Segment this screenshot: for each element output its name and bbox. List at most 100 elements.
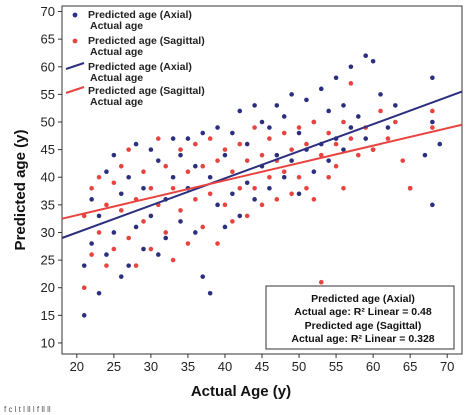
sagittal-data-point <box>111 180 117 186</box>
sagittal-data-point <box>96 174 102 180</box>
sagittal-data-point <box>163 163 169 169</box>
sagittal-data-point <box>348 136 354 141</box>
axial-data-point <box>430 119 435 125</box>
sagittal-data-point <box>318 152 324 158</box>
axial-data-point <box>185 136 191 141</box>
sagittal-data-point <box>311 197 317 202</box>
axial-data-point <box>111 152 117 158</box>
axial-data-point <box>230 130 235 136</box>
axial-data-point <box>178 152 183 158</box>
sagittal-data-point <box>244 158 250 163</box>
legend-marker-dot <box>72 38 78 44</box>
axial-data-point <box>326 158 331 163</box>
sagittal-data-point <box>200 163 206 169</box>
axial-data-point <box>237 108 243 114</box>
axial-data-point <box>81 263 87 268</box>
sagittal-data-point <box>296 125 302 130</box>
sagittal-data-point <box>193 141 198 147</box>
sagittal-data-point <box>274 197 280 202</box>
legend-label-line2: Actual age <box>90 20 143 32</box>
sagittal-data-point <box>104 202 109 208</box>
r2-stats-frame <box>265 285 455 350</box>
figure-caption: f c l t l ll l f ll ll <box>4 405 51 414</box>
axial-data-point <box>126 174 131 180</box>
axial-data-point <box>155 252 161 257</box>
axial-data-point <box>178 219 183 224</box>
x-tick-label: 45 <box>255 359 269 374</box>
r2-stats-box: Predicted age (Axial) Actual age: R² Lin… <box>265 285 455 350</box>
y-tick-label: 30 <box>41 225 55 240</box>
legend-label-line1: Predicted age (Sagittal) <box>88 35 205 47</box>
y-tick-label: 25 <box>41 253 55 268</box>
axial-data-point <box>163 235 169 241</box>
sagittal-data-point <box>341 185 346 191</box>
axial-data-point <box>259 119 265 125</box>
axial-data-point <box>96 290 102 296</box>
legend-label-line1: Predicted age (Sagittal) <box>88 85 205 97</box>
r2-axial-value: Actual age: R² Linear = 0.48 <box>294 306 432 318</box>
sagittal-data-point <box>259 202 265 208</box>
sagittal-data-point <box>96 230 102 235</box>
sagittal-data-point <box>370 147 376 152</box>
sagittal-data-point <box>170 257 176 263</box>
y-tick-label: 50 <box>41 115 55 130</box>
axial-data-point <box>326 108 331 114</box>
axial-data-point <box>126 263 131 268</box>
axial-data-point <box>267 185 272 191</box>
axial-data-point <box>104 169 109 175</box>
r2-sagittal-value: Actual age: R² Linear = 0.328 <box>291 333 434 345</box>
sagittal-data-point <box>430 125 435 130</box>
x-tick-label: 35 <box>181 359 195 374</box>
axial-data-point <box>363 53 369 59</box>
axial-data-point <box>155 158 161 163</box>
axial-data-point <box>296 130 302 136</box>
y-tick-label: 55 <box>41 87 55 102</box>
points-layer <box>81 53 443 318</box>
legend-label-line2: Actual age <box>90 46 143 58</box>
axial-data-point <box>244 141 250 147</box>
axial-data-point <box>267 125 272 130</box>
sagittal-data-point <box>185 241 191 246</box>
sagittal-data-point <box>215 158 220 163</box>
axial-data-point <box>304 97 309 103</box>
x-tick-label: 70 <box>440 359 454 374</box>
y-tick-label: 40 <box>41 170 55 185</box>
axial-data-point <box>89 197 94 202</box>
axial-data-point <box>252 197 257 202</box>
sagittal-data-point <box>89 185 94 191</box>
sagittal-data-point <box>178 147 183 152</box>
sagittal-data-point <box>193 197 198 202</box>
axial-data-point <box>237 213 243 219</box>
x-tick-label: 60 <box>366 359 380 374</box>
sagittal-data-point <box>118 208 124 213</box>
x-tick-label: 65 <box>403 359 417 374</box>
sagittal-data-point <box>185 169 191 175</box>
legend: Predicted age (Axial)Actual agePredicted… <box>65 9 205 108</box>
sagittal-data-point <box>259 152 265 158</box>
sagittal-data-point <box>155 136 161 141</box>
axial-data-point <box>289 158 294 163</box>
sagittal-data-point <box>407 185 413 191</box>
sagittal-data-point <box>133 263 139 268</box>
r2-sagittal-title: Predicted age (Sagittal) <box>305 320 422 332</box>
sagittal-data-point <box>207 191 213 197</box>
sagittal-data-point <box>244 213 250 219</box>
axial-data-point <box>200 274 206 279</box>
axial-data-point <box>200 130 206 136</box>
axial-data-point <box>363 136 369 141</box>
legend-marker-dot <box>72 12 78 18</box>
sagittal-data-point <box>333 163 339 169</box>
axial-data-point <box>193 163 198 169</box>
axial-fit-line <box>61 90 463 239</box>
axial-data-point <box>378 92 383 97</box>
sagittal-data-point <box>378 108 383 114</box>
sagittal-data-point <box>126 147 131 152</box>
x-tick-label: 50 <box>292 359 306 374</box>
axial-data-point <box>118 274 124 279</box>
sagittal-data-point <box>207 136 213 141</box>
axial-data-point <box>355 114 361 119</box>
sagittal-data-point <box>222 202 228 208</box>
axial-data-point <box>281 174 287 180</box>
axial-data-point <box>111 230 117 235</box>
